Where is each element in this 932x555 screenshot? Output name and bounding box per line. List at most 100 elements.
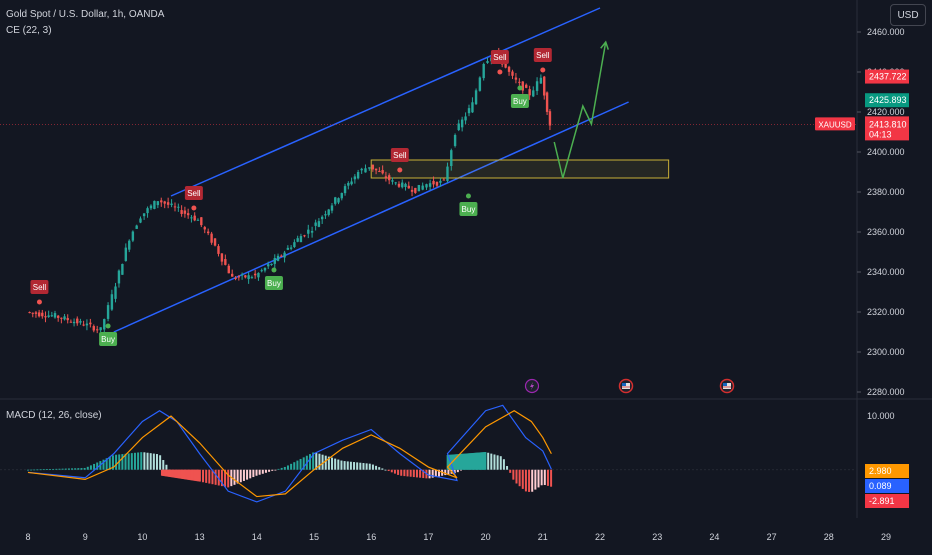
indicator-legend-ce[interactable]: CE (22, 3) [6,25,52,36]
buy-signal-dot [517,85,523,91]
candle-body [414,187,417,193]
candle-body [41,312,44,317]
macd-histogram-bar [447,454,450,470]
macd-histogram-bar [422,469,425,479]
macd-histogram-bar [509,469,512,473]
candle-body [186,213,190,216]
candle-body [37,312,41,317]
candle-body [234,277,237,280]
candle-body [343,186,347,194]
macd-histogram-bar [343,461,346,470]
macd-histogram-bar [496,455,499,470]
candle-body [460,119,464,128]
candle-body [146,208,149,214]
candle-body [170,203,173,206]
macd-histogram-bar [102,459,105,470]
candle-body [482,63,485,79]
sell-signal-dot [36,299,42,305]
macd-histogram-bar [434,469,437,478]
macd-histogram-bar [249,469,252,479]
macd-histogram-bar [456,454,459,470]
macd-value-label: 0.089 [869,481,892,491]
projection-path [553,41,607,179]
time-tick-label: 21 [538,532,548,542]
macd-histogram-bar [86,466,89,470]
macd-histogram-bar [42,469,45,471]
macd-histogram-bar [482,452,485,470]
time-tick-label: 24 [709,532,719,542]
candle-body [453,134,457,146]
macd-histogram-bar [52,468,55,470]
candle-body [250,277,254,279]
macd-histogram-bar [155,454,158,470]
candle-body [50,315,54,317]
macd-histogram-bar [521,469,524,489]
candle-body [532,90,535,97]
indicator-legend-macd[interactable]: MACD (12, 26, close) [6,410,102,421]
candle-body [206,231,210,234]
sell-signal-dot [191,205,197,211]
candle-body [364,168,367,173]
macd-histogram-bar [506,466,509,470]
macd-histogram-bar [149,453,152,470]
candle-body [394,182,397,184]
signal-value-box [865,464,909,478]
macd-histogram-bar [419,469,422,478]
candle-body [317,221,321,227]
candle-body [89,322,92,325]
candle-body [193,215,196,221]
macd-tick-label: 10.000 [867,411,895,421]
candle-body [280,255,283,257]
macd-histogram-bar [80,468,83,470]
candle-body [307,229,310,234]
macd-histogram-bar [165,464,168,470]
macd-histogram-bar [174,469,177,478]
time-tick-label: 8 [25,532,30,542]
candle-body [525,84,528,88]
candle-body [99,327,102,331]
sell-label: Sell [493,53,507,62]
candle-body [44,316,47,318]
candle-body [404,183,407,187]
candle-body [213,238,217,246]
candle-body [56,315,60,318]
macd-histogram-bar [217,469,220,486]
macd-histogram-bar [124,453,127,470]
sell-label: Sell [536,51,550,60]
candle-body [439,180,442,183]
macd-histogram-bar [224,469,227,487]
macd-histogram-bar [227,469,230,488]
candle-body [432,180,435,185]
macd-histogram-bar [252,469,255,478]
last-price-label: 2413.810 [869,119,907,129]
macd-histogram-bar [127,453,130,470]
chandelier-buy-box [865,93,909,108]
macd-histogram-bar [446,454,449,470]
macd-histogram-bar [457,454,460,470]
macd-histogram-bar [524,469,527,492]
buy-label: Buy [513,97,527,106]
time-tick-label: 10 [137,532,147,542]
macd-histogram-bar [473,452,476,470]
sell-signal-dot [540,67,546,73]
macd-histogram-bar [261,469,264,474]
candle-body [53,313,57,318]
macd-histogram-bar [531,469,534,492]
macd-histogram-bar [211,469,214,485]
candle-body [314,222,317,226]
macd-histogram-bar [472,452,475,470]
macd-histogram-bar [453,454,456,470]
macd-histogram-bar [452,454,455,470]
chandelier-sell-box [865,69,909,84]
last-price-box [865,116,909,141]
macd-histogram-bar [89,465,92,470]
macd-histogram-bar [550,469,553,487]
time-tick-label: 16 [366,532,376,542]
macd-histogram-bar [515,469,518,484]
sell-signal-dot [497,69,503,75]
candle-body [337,198,340,203]
time-tick-label: 13 [195,532,205,542]
macd-histogram-bar [470,453,473,470]
currency-button[interactable]: USD [890,4,926,26]
